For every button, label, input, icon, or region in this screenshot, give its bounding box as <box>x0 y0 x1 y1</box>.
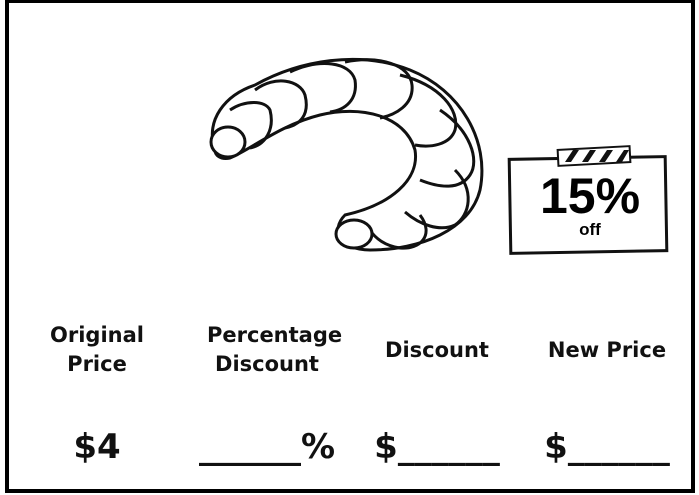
tag-text: 15% off <box>528 170 652 238</box>
column-header: Discount <box>352 318 522 382</box>
column-header-text: New Price <box>548 336 666 365</box>
illustration <box>0 0 699 495</box>
column-header: Original Price <box>12 318 182 382</box>
discount-label: off <box>528 222 652 238</box>
column-header: Percentage Discount <box>182 318 352 382</box>
column-header-text: Original Price <box>37 321 157 379</box>
discount-percent: 15% <box>528 170 652 222</box>
column-value: ______% <box>182 425 352 469</box>
column-value: $4 <box>12 425 182 469</box>
column-header: New Price <box>522 318 692 382</box>
column-value: $______ <box>522 425 692 469</box>
croissant <box>211 59 482 250</box>
column-value: $______ <box>352 425 522 469</box>
page: {"tag": {"percent": "15%", "label": "off… <box>0 0 699 495</box>
column-header-text: Discount <box>385 336 489 365</box>
column-header-text: Percentage Discount <box>207 321 327 379</box>
